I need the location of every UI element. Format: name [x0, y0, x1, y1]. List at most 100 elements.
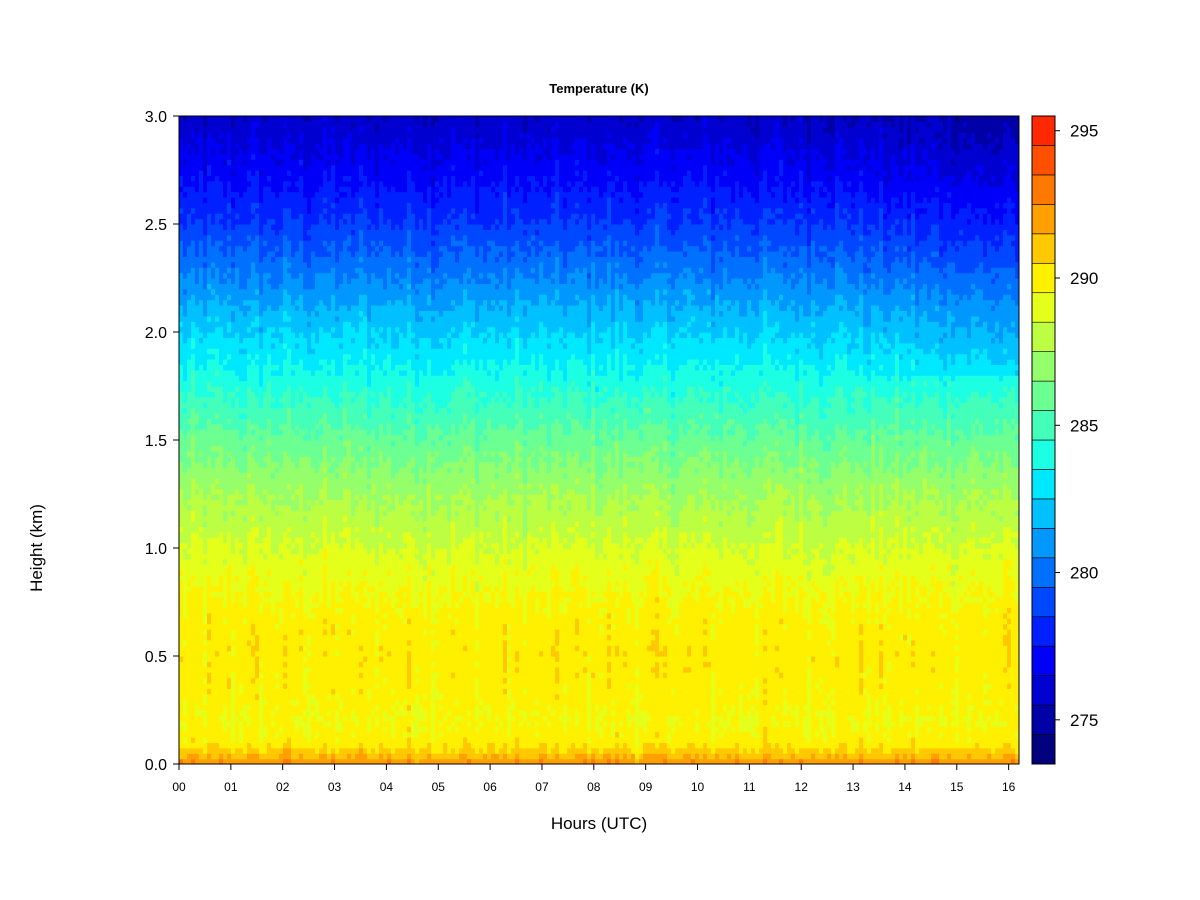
- heatmap-cell: [335, 143, 340, 149]
- heatmap-cell: [323, 278, 328, 284]
- heatmap-cell: [287, 526, 292, 532]
- heatmap-cell: [187, 629, 192, 635]
- heatmap-cell: [311, 694, 316, 700]
- heatmap-cell: [315, 672, 320, 678]
- heatmap-cell: [235, 348, 240, 354]
- heatmap-cell: [267, 181, 272, 187]
- heatmap-cell: [243, 467, 248, 473]
- heatmap-cell: [323, 229, 328, 235]
- heatmap-cell: [207, 489, 212, 495]
- heatmap-cell: [203, 375, 208, 381]
- heatmap-cell: [199, 154, 204, 160]
- heatmap-cell: [299, 478, 304, 484]
- heatmap-cell: [211, 510, 216, 516]
- heatmap-cell: [251, 634, 256, 640]
- heatmap-cell: [335, 175, 340, 181]
- heatmap-cell: [191, 337, 196, 343]
- heatmap-cell: [319, 602, 324, 608]
- heatmap-cell: [203, 656, 208, 662]
- heatmap-cell: [239, 175, 244, 181]
- heatmap-cell: [207, 127, 212, 133]
- heatmap-cell: [191, 526, 196, 532]
- heatmap-cell: [291, 618, 296, 624]
- heatmap-cell: [283, 267, 288, 273]
- heatmap-cell: [299, 732, 304, 738]
- heatmap-cell: [287, 472, 292, 478]
- heatmap-cell: [339, 451, 344, 457]
- heatmap-cell: [263, 213, 268, 219]
- heatmap-cell: [219, 418, 224, 424]
- heatmap-cell: [239, 348, 244, 354]
- heatmap-cell: [339, 418, 344, 424]
- heatmap-cell: [271, 246, 276, 252]
- heatmap-cell: [319, 181, 324, 187]
- heatmap-cell: [259, 235, 264, 241]
- heatmap-cell: [291, 305, 296, 311]
- heatmap-cell: [267, 348, 272, 354]
- heatmap-cell: [179, 537, 184, 543]
- heatmap-cell: [315, 435, 320, 441]
- heatmap-cell: [187, 170, 192, 176]
- heatmap-cell: [335, 186, 340, 192]
- heatmap-cell: [295, 570, 300, 576]
- heatmap-cell: [311, 597, 316, 603]
- heatmap-cell: [259, 656, 264, 662]
- heatmap-cell: [271, 327, 276, 333]
- heatmap-cell: [323, 526, 328, 532]
- heatmap-cell: [183, 521, 188, 527]
- heatmap-cell: [343, 429, 348, 435]
- heatmap-cell: [219, 624, 224, 630]
- heatmap-cell: [203, 294, 208, 300]
- heatmap-cell: [255, 462, 260, 468]
- heatmap-cell: [291, 143, 296, 149]
- heatmap-cell: [231, 321, 236, 327]
- heatmap-cell: [215, 521, 220, 527]
- heatmap-cell: [215, 321, 220, 327]
- heatmap-cell: [203, 721, 208, 727]
- heatmap-cell: [327, 235, 332, 241]
- heatmap-cell: [179, 116, 184, 122]
- heatmap-cell: [275, 283, 280, 289]
- heatmap-cell: [339, 408, 344, 414]
- heatmap-cell: [239, 634, 244, 640]
- heatmap-cell: [279, 521, 284, 527]
- heatmap-cell: [335, 413, 340, 419]
- heatmap-cell: [199, 246, 204, 252]
- heatmap-cell: [207, 375, 212, 381]
- heatmap-cell: [271, 753, 276, 759]
- heatmap-cell: [307, 699, 312, 705]
- heatmap-cell: [319, 688, 324, 694]
- heatmap-cell: [267, 337, 272, 343]
- heatmap-cell: [235, 505, 240, 511]
- heatmap-cell: [271, 699, 276, 705]
- heatmap-cell: [223, 154, 228, 160]
- heatmap-cell: [219, 629, 224, 635]
- heatmap-cell: [295, 634, 300, 640]
- heatmap-cell: [187, 597, 192, 603]
- heatmap-cell: [319, 283, 324, 289]
- heatmap-cell: [219, 354, 224, 360]
- heatmap-cell: [295, 505, 300, 511]
- heatmap-cell: [311, 256, 316, 262]
- heatmap-cell: [283, 348, 288, 354]
- heatmap-cell: [331, 321, 336, 327]
- heatmap-cell: [195, 624, 200, 630]
- heatmap-cell: [227, 278, 232, 284]
- heatmap-cell: [323, 489, 328, 495]
- heatmap-cell: [283, 445, 288, 451]
- heatmap-cell: [235, 570, 240, 576]
- heatmap-cell: [195, 219, 200, 225]
- heatmap-cell: [339, 489, 344, 495]
- heatmap-cell: [327, 435, 332, 441]
- heatmap-cell: [251, 580, 256, 586]
- heatmap-cell: [263, 553, 268, 559]
- heatmap-cell: [335, 494, 340, 500]
- heatmap-cell: [263, 688, 268, 694]
- heatmap-cell: [295, 537, 300, 543]
- heatmap-cell: [259, 229, 264, 235]
- heatmap-cell: [227, 640, 232, 646]
- heatmap-cell: [303, 548, 308, 554]
- heatmap-cell: [287, 256, 292, 262]
- heatmap-cell: [295, 294, 300, 300]
- heatmap-cell: [211, 429, 216, 435]
